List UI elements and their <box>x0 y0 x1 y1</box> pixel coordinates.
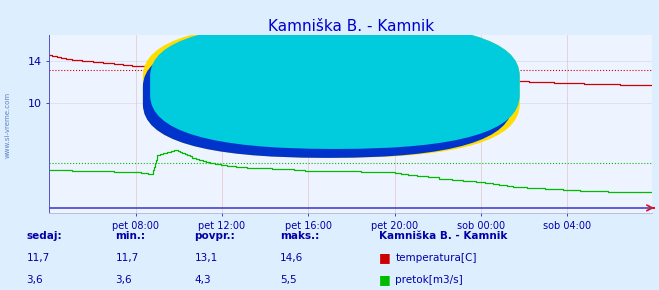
Text: maks.:: maks.: <box>280 231 320 241</box>
Text: 3,6: 3,6 <box>115 275 132 285</box>
Text: ■: ■ <box>379 273 391 286</box>
Text: sedaj:: sedaj: <box>26 231 62 241</box>
FancyBboxPatch shape <box>150 22 520 149</box>
Text: www.si-vreme.com: www.si-vreme.com <box>5 92 11 158</box>
Text: min.:: min.: <box>115 231 146 241</box>
FancyBboxPatch shape <box>143 33 513 158</box>
Text: temperatura[C]: temperatura[C] <box>395 253 477 263</box>
Text: 14,6: 14,6 <box>280 253 303 263</box>
Title: Kamniška B. - Kamnik: Kamniška B. - Kamnik <box>268 19 434 34</box>
Text: 5,5: 5,5 <box>280 275 297 285</box>
Text: www.si-vreme.com: www.si-vreme.com <box>225 117 477 141</box>
Text: 4,3: 4,3 <box>194 275 211 285</box>
Text: povpr.:: povpr.: <box>194 231 235 241</box>
Text: 11,7: 11,7 <box>26 253 49 263</box>
Text: ■: ■ <box>379 251 391 264</box>
Text: 3,6: 3,6 <box>26 275 43 285</box>
Text: Kamniška B. - Kamnik: Kamniška B. - Kamnik <box>379 231 507 241</box>
Text: 11,7: 11,7 <box>115 253 138 263</box>
Text: 13,1: 13,1 <box>194 253 217 263</box>
FancyBboxPatch shape <box>143 22 520 158</box>
Text: pretok[m3/s]: pretok[m3/s] <box>395 275 463 285</box>
